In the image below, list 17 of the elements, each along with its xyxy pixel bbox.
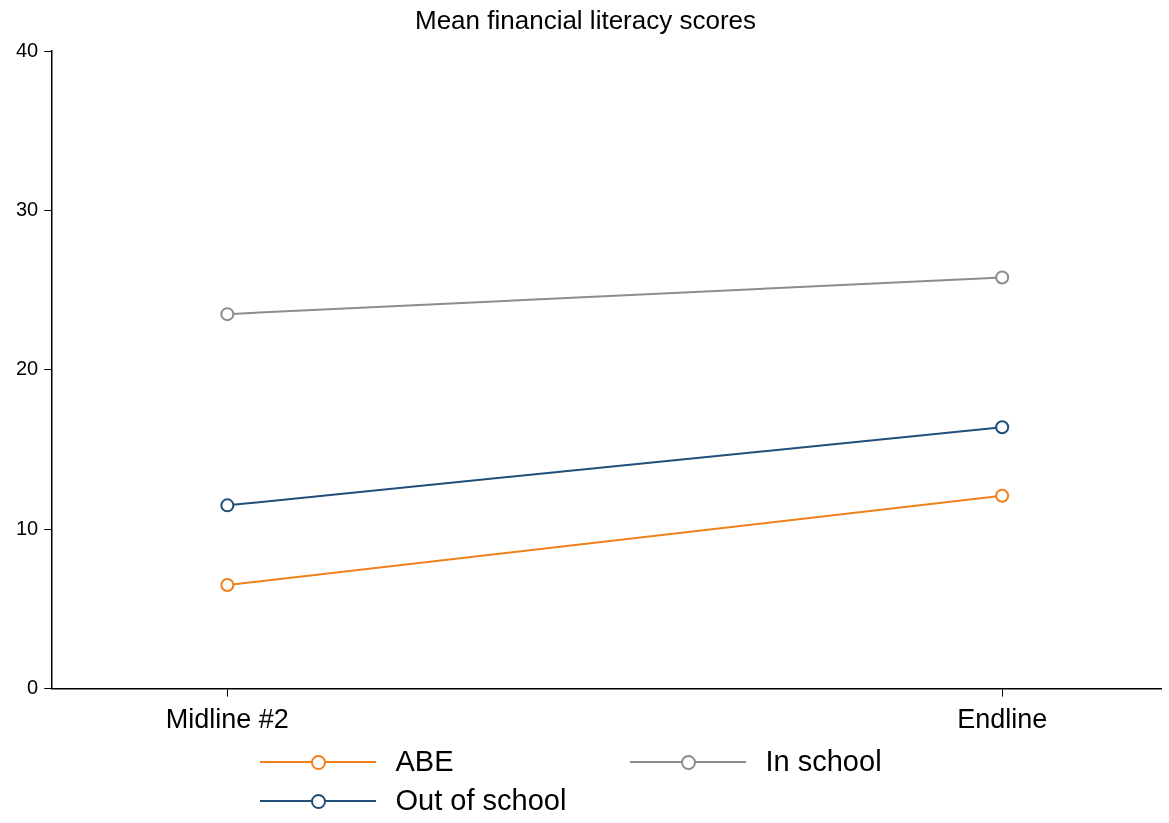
legend-label: ABE	[395, 745, 454, 778]
point	[995, 488, 1010, 503]
point	[220, 498, 235, 513]
point	[220, 307, 235, 322]
legend-label: In school	[765, 745, 882, 778]
y-tick-label: 30	[16, 198, 39, 221]
chart-title: Mean financial literacy scores	[414, 4, 757, 35]
x-tick-label: Endline	[957, 704, 1048, 735]
y-tick-label: 0	[27, 676, 39, 699]
y-tick-label: 10	[16, 516, 39, 539]
x-tick-label: Midline #2	[165, 704, 289, 735]
point	[995, 420, 1010, 435]
point	[995, 270, 1010, 285]
legend-label: Out of school	[395, 784, 567, 817]
y-tick-label: 20	[16, 357, 39, 380]
y-tick-label: 40	[16, 38, 39, 61]
point	[220, 578, 235, 593]
